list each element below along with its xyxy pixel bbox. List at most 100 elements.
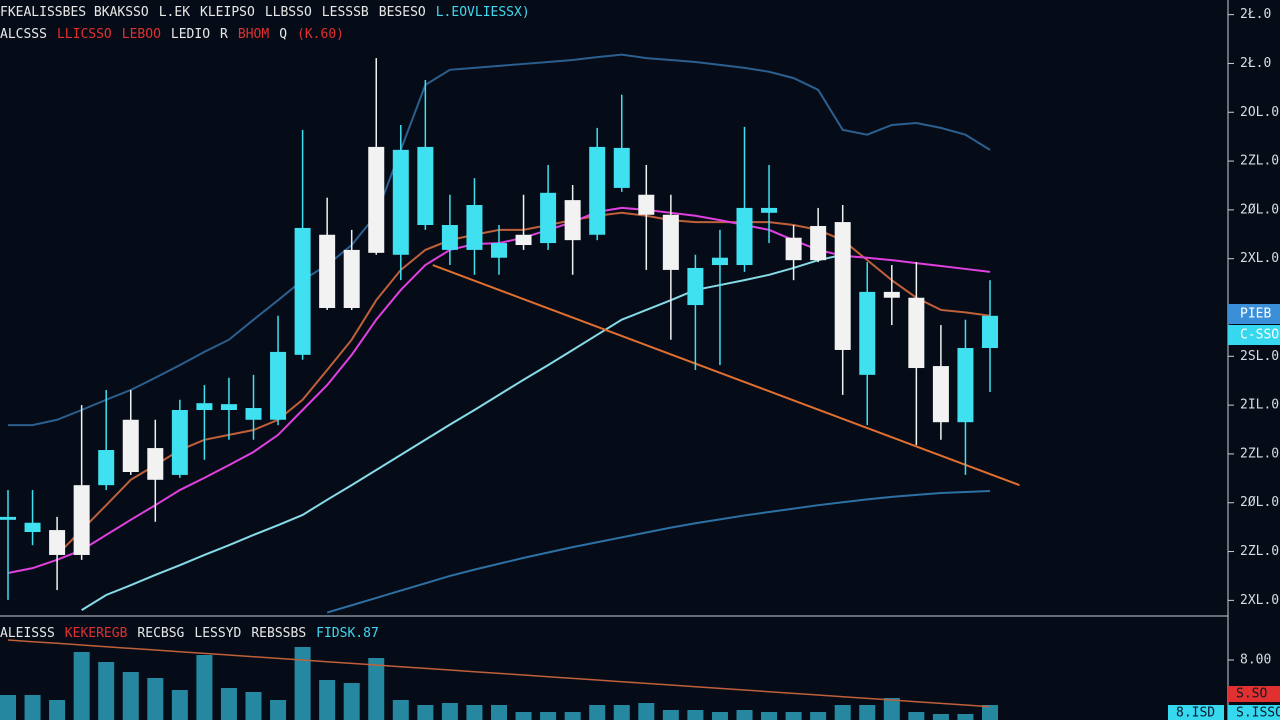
candle-body bbox=[368, 146, 385, 253]
volume-bar bbox=[491, 705, 507, 720]
candle-body bbox=[662, 214, 679, 270]
volume-bar bbox=[613, 705, 630, 720]
candle-body bbox=[810, 225, 827, 261]
legend-item: ALEISSS bbox=[0, 626, 55, 641]
y-tick-label: 2XL.0 bbox=[1240, 593, 1279, 608]
candle-body bbox=[270, 351, 287, 420]
volume-bar bbox=[859, 705, 876, 720]
volume-bar bbox=[343, 683, 360, 720]
volume-bar bbox=[0, 695, 16, 720]
candle-body bbox=[540, 192, 557, 244]
volume-bar bbox=[171, 690, 188, 720]
volume-bar bbox=[417, 705, 434, 720]
candle-body bbox=[98, 450, 115, 486]
candle-body bbox=[589, 146, 606, 235]
candle-body bbox=[613, 147, 630, 188]
legend-item: (K.60) bbox=[297, 27, 344, 42]
volume-bar bbox=[540, 712, 557, 720]
legend-item: LESSYD bbox=[194, 626, 241, 641]
candle-body bbox=[982, 315, 998, 349]
volume-bar bbox=[220, 688, 237, 720]
legend-item: KEKEREGB bbox=[65, 626, 128, 641]
candle-body bbox=[294, 227, 311, 355]
volume-bar bbox=[564, 712, 581, 720]
volume-bar bbox=[662, 710, 679, 720]
candle-body bbox=[343, 249, 360, 308]
volume-bar bbox=[883, 698, 900, 720]
y-tick-label: 2Ł.0 bbox=[1240, 7, 1271, 22]
candle-body bbox=[687, 267, 704, 306]
volume-bar bbox=[147, 678, 164, 720]
volume-bar bbox=[270, 700, 287, 720]
volume-bar bbox=[957, 714, 974, 720]
volume-bar bbox=[73, 652, 90, 720]
legend: FKEALISSBES BKAKSSO L.EK KLEIPSO LLBSSO LESS… bbox=[0, 5, 530, 20]
volume-badge-label: S.SO bbox=[1236, 687, 1267, 702]
price-badge bbox=[1228, 325, 1280, 345]
price-badge bbox=[1228, 304, 1280, 324]
volume-bar bbox=[466, 705, 483, 720]
candle-body bbox=[392, 149, 409, 255]
volume-bar bbox=[24, 695, 41, 720]
legend-item: LEDIO bbox=[171, 27, 210, 42]
legend-item: BESESO bbox=[379, 5, 426, 20]
price-badge-label: C-SSO bbox=[1240, 328, 1279, 343]
volume-bar bbox=[908, 712, 925, 720]
legend-item: BHOM bbox=[238, 27, 269, 42]
volume-bar bbox=[49, 700, 66, 720]
volume-bar bbox=[392, 700, 409, 720]
candle-body bbox=[147, 448, 164, 480]
legend-item: L.EK bbox=[159, 5, 190, 20]
legend: ALEISSS KEKEREGB RECBSG LESSYD REBSSBS FIDSK.… bbox=[0, 626, 379, 641]
volume-panel bbox=[0, 639, 998, 720]
candle-body bbox=[859, 291, 876, 375]
volume-bar bbox=[834, 705, 851, 720]
volume-bar bbox=[319, 680, 336, 720]
legend-item: L.EOVLIESSX) bbox=[436, 5, 530, 20]
candle-body bbox=[466, 205, 483, 250]
candle-body bbox=[196, 403, 213, 410]
candles bbox=[0, 58, 998, 600]
volume-badge-label: 8.ISD bbox=[1176, 706, 1215, 720]
legend-item: FKEALISSBES BKAKSSO bbox=[0, 5, 149, 20]
volume-bar bbox=[515, 712, 532, 720]
legend-item: FIDSK.87 bbox=[316, 626, 379, 641]
volume-badge bbox=[1168, 705, 1224, 720]
volume-bar bbox=[245, 692, 262, 720]
legend-item: RECBSG bbox=[137, 626, 184, 641]
trendline bbox=[432, 264, 1020, 487]
indicator-line bbox=[8, 53, 991, 427]
candle-body bbox=[564, 200, 581, 241]
y-tick-label: 2ZL.0 bbox=[1240, 446, 1279, 461]
candle-body bbox=[515, 234, 532, 246]
volume-bar bbox=[98, 662, 115, 720]
candle-body bbox=[73, 485, 90, 555]
y-tick-label: 2IL.0 bbox=[1240, 398, 1279, 413]
candle-body bbox=[122, 419, 139, 472]
candle-body bbox=[736, 207, 753, 266]
y-tick-label: 2Ł.0 bbox=[1240, 56, 1271, 71]
legend-item: LESSSB bbox=[322, 5, 369, 20]
volume-tick-label: 8.00 bbox=[1240, 653, 1271, 668]
volume-bar bbox=[294, 647, 311, 720]
candle-body bbox=[785, 237, 802, 261]
candle-body bbox=[834, 222, 851, 350]
legend-item: ALCSSS bbox=[0, 27, 47, 42]
indicator-line bbox=[326, 490, 991, 614]
volume-bar bbox=[761, 712, 778, 720]
y-tick-label: 2ØL.0 bbox=[1240, 495, 1279, 510]
y-tick-label: 2XL.0 bbox=[1240, 251, 1279, 266]
candle-body bbox=[957, 348, 974, 423]
volume-bar bbox=[589, 705, 606, 720]
volume-bar bbox=[736, 710, 753, 720]
candle-body bbox=[883, 291, 900, 298]
volume-bar bbox=[932, 714, 949, 720]
volume-badge-label: S.ISSO bbox=[1236, 706, 1280, 720]
y-tick-label: 2ZL.0 bbox=[1240, 544, 1279, 559]
volume-bar bbox=[441, 703, 458, 720]
legend: ALCSSS LLICSSO LEBOO LEDIO R BHOM Q (K.60) bbox=[0, 27, 344, 42]
candle-body bbox=[711, 257, 728, 266]
y-tick-label: 2SL.0 bbox=[1240, 349, 1279, 364]
candle-body bbox=[932, 366, 949, 423]
